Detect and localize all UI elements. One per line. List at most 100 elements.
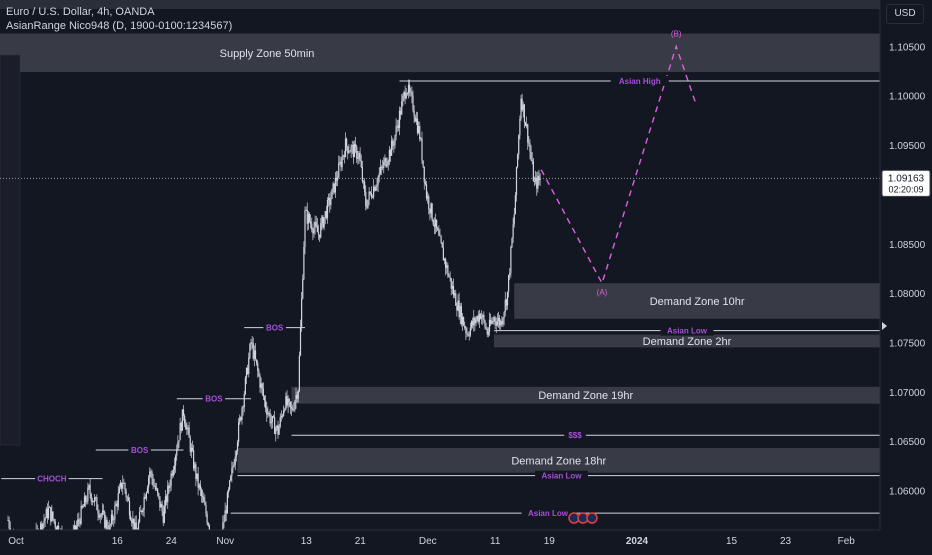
candle-body xyxy=(407,84,410,94)
candle-body xyxy=(7,520,9,521)
countdown-label: 02:20:09 xyxy=(888,184,923,194)
candle-body xyxy=(420,138,422,140)
candle-body xyxy=(332,183,334,189)
candle-body xyxy=(413,110,415,117)
y-tick-label: 1.07000 xyxy=(889,388,926,399)
candle-body xyxy=(448,275,450,277)
zone-rect[interactable] xyxy=(514,283,880,319)
candle-body xyxy=(234,456,236,465)
candle-body xyxy=(163,506,165,523)
candle-body xyxy=(98,513,100,518)
event-flag-icon[interactable] xyxy=(586,512,598,524)
candle-body xyxy=(476,315,478,320)
candle-body xyxy=(162,511,164,523)
candle-body xyxy=(347,146,349,153)
candle-body xyxy=(284,409,286,411)
candle-body xyxy=(477,315,479,322)
candle-body xyxy=(272,416,275,418)
candle-body xyxy=(78,519,80,521)
candle-body xyxy=(340,161,342,168)
candle-body xyxy=(275,428,277,434)
currency-button[interactable]: USD xyxy=(886,4,924,24)
candle-body xyxy=(431,203,433,220)
candle-body xyxy=(523,104,525,123)
candle-body xyxy=(227,489,230,493)
candle-body xyxy=(180,422,182,431)
candle-body xyxy=(127,497,129,501)
price-axis[interactable] xyxy=(880,0,932,550)
candle-body xyxy=(321,216,323,224)
candle-body xyxy=(503,312,505,319)
candle-body xyxy=(388,149,390,162)
candle-body xyxy=(374,186,376,191)
candle-body xyxy=(144,496,146,499)
candle-body xyxy=(88,485,90,488)
candle-body xyxy=(528,142,530,144)
candle-body xyxy=(121,482,123,489)
candle-body xyxy=(50,507,52,522)
zone-rect[interactable] xyxy=(0,33,880,73)
candle-body xyxy=(384,158,386,162)
zone-rect[interactable] xyxy=(494,334,880,348)
candle-body xyxy=(235,451,237,457)
candle-body xyxy=(350,146,352,152)
candle-body xyxy=(51,511,53,522)
candle-body xyxy=(204,502,206,505)
candle-body xyxy=(467,333,469,336)
candle-body xyxy=(188,427,190,438)
candle-body xyxy=(328,197,330,201)
structure-label-bg xyxy=(35,473,69,484)
candle-body xyxy=(260,383,262,388)
candle-body xyxy=(131,520,133,524)
level-label-bg xyxy=(521,508,575,519)
candle-body xyxy=(175,455,177,466)
candle-body xyxy=(280,415,282,418)
candle-body xyxy=(286,396,288,406)
candle-body xyxy=(325,211,327,219)
candle-body xyxy=(394,135,396,146)
candle-body xyxy=(189,437,191,452)
candle-body xyxy=(414,116,416,122)
candle-body xyxy=(155,488,158,490)
candle-body xyxy=(166,496,168,503)
candle-body xyxy=(530,151,532,160)
candle-body xyxy=(172,469,174,476)
candle-body xyxy=(383,161,385,168)
candle-body xyxy=(81,505,83,508)
candle-body xyxy=(100,514,102,516)
candle-body xyxy=(524,122,527,126)
current-price-tag xyxy=(881,169,931,197)
candle-body xyxy=(74,525,77,531)
candle-body xyxy=(287,398,289,406)
zone-rect[interactable] xyxy=(237,448,881,473)
candle-body xyxy=(159,496,161,508)
candle-body xyxy=(398,110,401,129)
candle-body xyxy=(244,377,246,395)
candle-body xyxy=(289,401,291,408)
time-axis[interactable] xyxy=(0,530,932,550)
candle-body xyxy=(513,214,515,225)
candle-body xyxy=(248,357,250,374)
structure-label-bg xyxy=(263,322,286,333)
candle-body xyxy=(454,293,456,296)
zone-rect[interactable] xyxy=(291,386,881,404)
candle-body xyxy=(341,156,343,168)
candle-body xyxy=(460,306,462,324)
current-price-label: 1.09163 xyxy=(888,173,925,184)
candle-body xyxy=(224,510,226,522)
candle-body xyxy=(301,298,303,328)
candle-body xyxy=(457,300,459,311)
candle-body xyxy=(158,493,160,497)
candle-body xyxy=(177,441,179,451)
candle-body xyxy=(351,145,353,147)
candle-body xyxy=(342,155,344,157)
y-tick-label: 1.06500 xyxy=(889,437,926,448)
x-tick-label: 15 xyxy=(726,536,738,547)
structure-label: BOS xyxy=(205,395,223,404)
candle-body xyxy=(481,317,483,319)
candle-body xyxy=(317,232,320,235)
x-tick-label: 13 xyxy=(301,536,313,547)
candle-body xyxy=(495,322,497,326)
